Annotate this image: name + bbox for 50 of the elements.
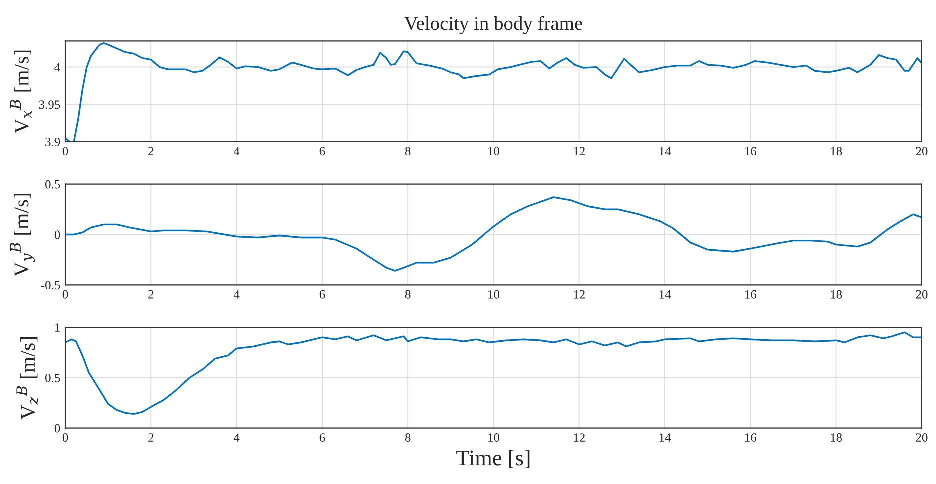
x-tick-label: 6 [320,290,326,299]
x-tick-label: 2 [148,434,154,442]
x-tick-label: 8 [405,434,411,442]
x-tick-label: 16 [746,434,757,442]
y-tick-label: 3.95 [39,100,60,110]
x-tick-label: 4 [234,147,240,156]
y-tick-label: 0 [54,230,60,240]
x-tick-label: 12 [574,290,585,299]
x-tick-label: 14 [660,290,672,299]
line-series [66,196,922,272]
x-tick-label: 12 [574,434,585,442]
x-tick-label: 4 [234,434,240,442]
x-axis-title: Time [s] [456,450,530,468]
y-axis-title: V$_{x}$$^{B}$ [m/s] [10,50,32,134]
x-tick-label: 10 [488,147,500,156]
x-tick-label: 4 [234,290,240,299]
x-tick-label: 20 [916,434,928,442]
x-tick-label: 10 [488,434,500,442]
line-series [66,42,922,142]
x-tick-label: 12 [574,147,585,156]
y-tick-label: 4 [54,63,60,72]
y-tick-label: 3.9 [46,138,60,146]
line-series [66,332,922,416]
x-tick-label: 6 [320,147,326,156]
x-tick-label: 6 [320,434,326,442]
x-tick-label: 0 [62,290,68,299]
y-tick-label: 0.5 [46,374,60,382]
y-tick-label: 1 [56,324,60,332]
x-tick-label: 2 [148,290,154,299]
x-tick-label: 20 [916,290,928,299]
x-tick-label: 8 [405,147,411,156]
x-tick-label: 8 [405,290,411,299]
x-tick-label: 14 [660,147,672,156]
x-tick-label: 2 [148,147,154,156]
y-axis-title: V$_{z}$$^{B}$ [m/s] [16,337,39,420]
x-tick-label: 16 [746,290,757,299]
y-axis-title: V$_{y}$$^{B}$ [m/s] [10,194,35,277]
x-tick-label: 0 [62,147,68,156]
x-tick-label: 10 [488,290,500,299]
x-tick-label: 14 [660,434,672,442]
x-tick-label: 16 [746,147,757,156]
x-tick-label: 18 [831,290,842,299]
x-tick-label: 20 [916,147,928,156]
x-tick-label: 0 [62,434,68,442]
x-tick-label: 18 [831,147,842,156]
x-tick-label: 18 [831,434,842,442]
y-tick-label: 0.5 [46,180,60,189]
y-tick-label: 0 [54,424,60,433]
y-tick-label: -0.5 [41,281,60,290]
chart-title: Velocity in body frame [404,16,582,34]
